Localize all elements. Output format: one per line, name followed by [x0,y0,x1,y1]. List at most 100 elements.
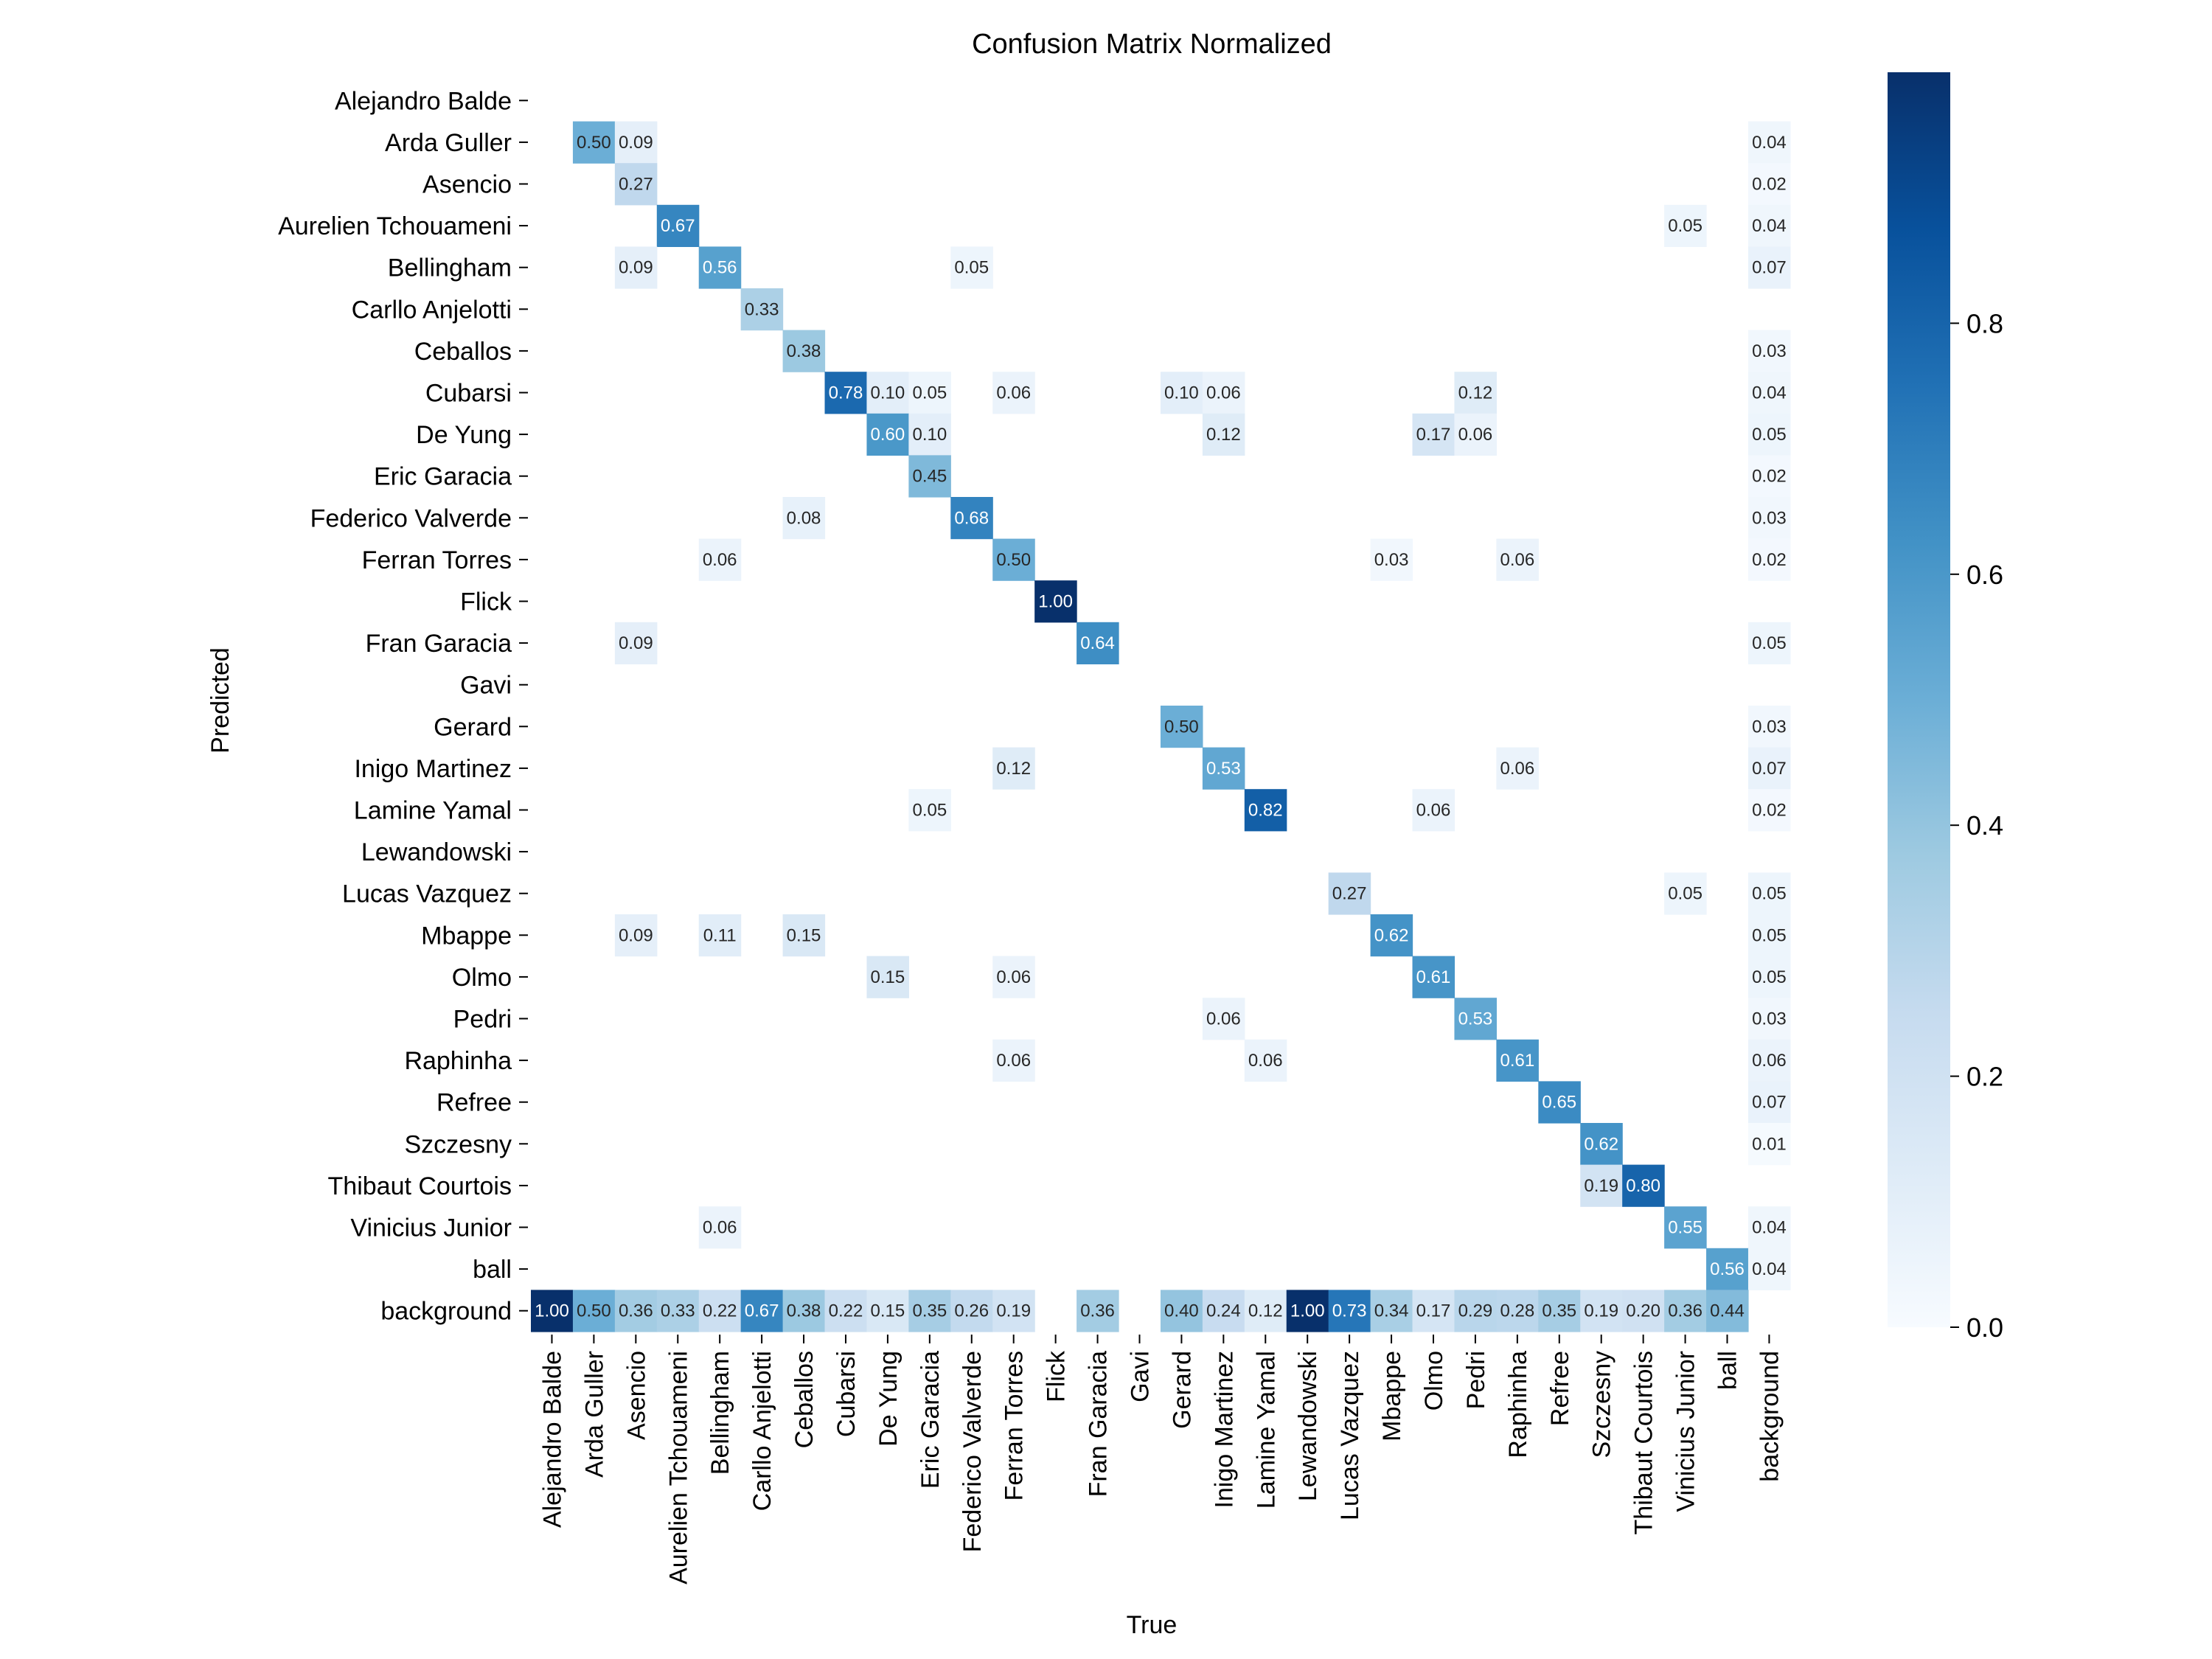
heatmap-cell [824,1290,868,1332]
heatmap-cell [614,163,658,206]
heatmap-cell [698,538,742,581]
cell-value-label: 0.03 [1374,550,1409,570]
cell-value-label: 0.15 [871,1301,905,1321]
x-tick-label: Lamine Yamal [1252,1351,1280,1509]
y-tick-label: Flick [460,588,512,616]
heatmap-cell [740,1290,784,1332]
heatmap-cell [1538,1290,1581,1332]
y-tick-label: Arda Guller [385,129,512,157]
y-tick-label: Lamine Yamal [354,797,512,825]
heatmap-cell [1747,413,1791,456]
cell-value-label: 0.04 [1752,216,1787,236]
heatmap-cell [572,1290,616,1332]
x-tick-label: Arda Guller [580,1351,608,1478]
heatmap-cell [614,914,658,957]
cell-value-label: 0.73 [1332,1301,1367,1321]
cell-value-label: 0.08 [787,508,821,528]
cell-value-label: 0.19 [1584,1301,1618,1321]
y-tick-label: Vinicius Junior [350,1214,512,1242]
heatmap-cell [1496,538,1539,581]
x-tick-label: Refree [1546,1351,1574,1426]
colorbar-tick-label: 0.4 [1966,810,2003,841]
x-tick-label: Vinicius Junior [1672,1351,1700,1512]
colorbar-tick-label: 0.2 [1966,1062,2003,1092]
heatmap-cell [1706,1290,1749,1332]
heatmap-cell [1538,1081,1581,1124]
cell-value-label: 0.05 [1752,425,1787,445]
heatmap-cell [782,1290,826,1332]
x-tick-label: Olmo [1420,1351,1448,1411]
cell-value-label: 0.22 [703,1301,737,1321]
heatmap-cell [1370,538,1413,581]
x-axis: Alejandro Balde Arda Guller Asencio Aurelie… [538,1335,1784,1585]
x-tick-label: Ferran Torres [1001,1351,1029,1500]
x-tick-label: Mbappe [1378,1351,1406,1441]
cell-value-label: 0.36 [619,1301,653,1321]
cell-value-label: 0.62 [1584,1134,1618,1154]
cell-value-label: 0.80 [1626,1176,1660,1196]
heatmap-cell [908,789,951,832]
cell-value-label: 0.07 [1752,759,1787,779]
heatmap-cell [1664,872,1707,915]
heatmap-cell [1706,1248,1749,1290]
heatmap-cell [1454,413,1497,456]
heatmap-cell [1747,789,1791,832]
cell-value-label: 0.03 [1752,508,1787,528]
colorbar-tick-label: 0.8 [1966,308,2003,338]
heatmap-cell [1747,1248,1791,1290]
cell-value-label: 0.56 [1710,1259,1745,1279]
x-tick-label: Gavi [1126,1351,1154,1402]
heatmap-cell [1747,622,1791,664]
heatmap-cell [1664,1206,1707,1249]
cell-value-label: 0.06 [1500,550,1534,570]
heatmap-cell [1580,1164,1623,1207]
cell-value-label: 0.34 [1374,1301,1409,1321]
y-tick-label: Carllo Anjelotti [352,296,512,324]
x-tick-label: Aurelien Tchouameni [664,1351,692,1585]
colorbar: 0.0 0.2 0.4 0.6 0.8 [1888,72,2003,1343]
cell-value-label: 0.12 [1248,1301,1283,1321]
cell-value-label: 0.07 [1752,1093,1787,1113]
cell-value-label: 0.15 [871,967,905,987]
cell-value-label: 0.61 [1416,967,1451,987]
heatmap-cell [1286,1290,1329,1332]
heatmap-cell [1747,1081,1791,1124]
cell-value-label: 0.07 [1752,258,1787,278]
heatmap-cell [1244,789,1287,832]
cell-value-label: 0.05 [912,801,947,821]
colorbar-gradient [1888,72,1950,1327]
cell-value-label: 0.02 [1752,175,1787,195]
cell-value-label: 0.06 [996,967,1031,987]
y-axis-label: Predicted [206,647,234,754]
heatmap-cell [1202,413,1245,456]
heatmap-cell [740,288,784,331]
cell-value-label: 0.38 [787,1301,821,1321]
cell-value-label: 0.10 [912,425,947,445]
x-tick-label: Gerard [1168,1351,1196,1429]
cell-value-label: 0.53 [1458,1009,1493,1029]
cell-value-label: 0.27 [619,175,653,195]
cell-value-label: 0.17 [1416,1301,1451,1321]
heatmap-cell [992,1039,1035,1082]
y-tick-label: Thibaut Courtois [328,1172,512,1200]
cell-value-label: 0.50 [577,1301,611,1321]
cell-value-label: 0.62 [1374,925,1409,945]
y-tick-label: Fran Garacia [366,630,512,658]
cell-value-label: 0.06 [1206,383,1241,403]
x-tick-label: Lewandowski [1294,1351,1322,1501]
heatmap-cell [1328,1290,1371,1332]
heatmap-cell [1747,872,1791,915]
cell-value-label: 0.10 [1164,383,1199,403]
cell-value-label: 0.03 [1752,717,1787,737]
y-tick-label: Alejandro Balde [335,87,512,115]
cell-value-label: 0.67 [745,1301,779,1321]
cell-value-label: 0.19 [996,1301,1031,1321]
cell-value-label: 0.45 [912,467,947,487]
heatmap-cell [1747,747,1791,790]
heatmap-cell [698,914,742,957]
y-tick-label: Cubarsi [425,380,512,408]
cell-value-label: 0.04 [1752,1259,1787,1279]
y-tick-label: Aurelien Tchouameni [278,212,512,240]
cell-value-label: 0.68 [954,508,989,528]
colorbar-tick-label: 0.0 [1966,1312,2003,1343]
